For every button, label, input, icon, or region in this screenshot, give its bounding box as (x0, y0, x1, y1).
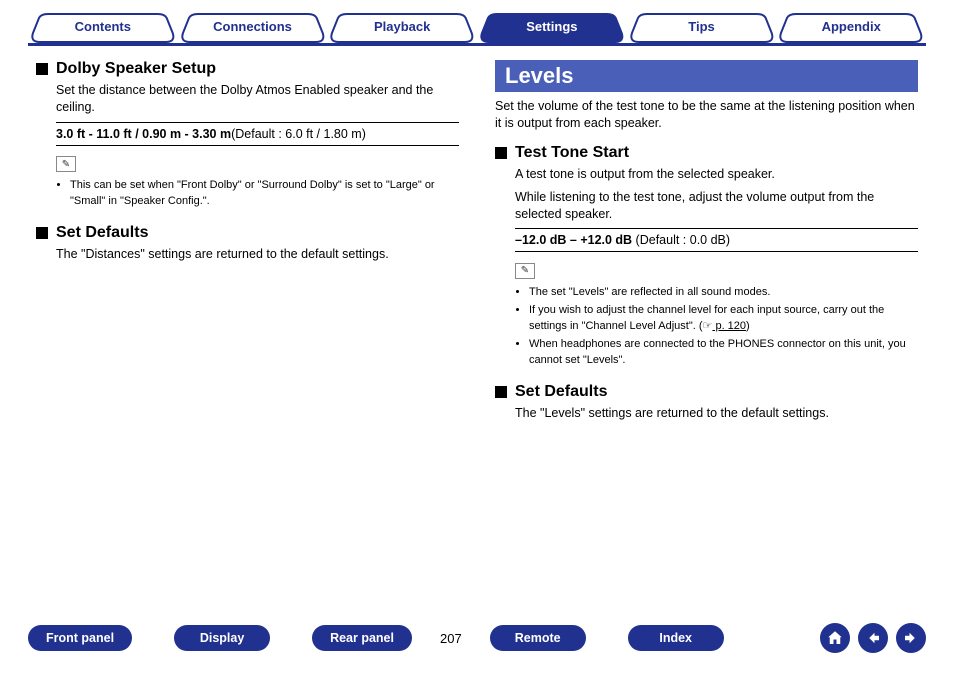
section-set-defaults-left: Set Defaults (36, 224, 459, 242)
section-title: Set Defaults (515, 383, 607, 401)
note-item: If you wish to adjust the channel level … (529, 303, 918, 335)
section-desc: The "Levels" settings are returned to th… (515, 405, 918, 422)
section-desc: While listening to the test tone, adjust… (515, 189, 918, 223)
note-item: This can be set when "Front Dolby" or "S… (70, 178, 459, 210)
section-dolby-speaker: Dolby Speaker Setup (36, 60, 459, 78)
notes-list: This can be set when "Front Dolby" or "S… (70, 178, 459, 210)
section-title: Set Defaults (56, 224, 148, 242)
display-button[interactable]: Display (174, 625, 270, 651)
section-desc: A test tone is output from the selected … (515, 166, 918, 183)
square-bullet-icon (495, 147, 507, 159)
note-item: The set "Levels" are reflected in all so… (529, 285, 918, 301)
remote-button[interactable]: Remote (490, 625, 586, 651)
tab-label: Settings (526, 19, 577, 34)
tab-settings[interactable]: Settings (477, 13, 627, 43)
tab-label: Connections (213, 19, 292, 34)
section-desc: The "Distances" settings are returned to… (56, 246, 459, 263)
top-tabs: Contents Connections Playback Settings T… (28, 12, 926, 46)
square-bullet-icon (36, 63, 48, 75)
next-icon[interactable] (896, 623, 926, 653)
notes-list: The set "Levels" are reflected in all so… (529, 285, 918, 369)
range-row: 3.0 ft - 11.0 ft / 0.90 m - 3.30 m(Defau… (56, 122, 459, 146)
range-value: 3.0 ft - 11.0 ft / 0.90 m - 3.30 m (56, 127, 231, 141)
rear-panel-button[interactable]: Rear panel (312, 625, 412, 651)
square-bullet-icon (495, 386, 507, 398)
range-value: –12.0 dB – +12.0 dB (515, 233, 632, 247)
range-row: –12.0 dB – +12.0 dB (Default : 0.0 dB) (515, 228, 918, 252)
page-link[interactable]: p. 120 (712, 320, 746, 332)
tab-tips[interactable]: Tips (627, 13, 777, 43)
title-text: Levels (505, 63, 574, 88)
range-default: (Default : 0.0 dB) (632, 233, 730, 247)
section-test-tone: Test Tone Start (495, 144, 918, 162)
tab-playback[interactable]: Playback (327, 13, 477, 43)
tab-label: Playback (374, 19, 430, 34)
square-bullet-icon (36, 227, 48, 239)
section-desc: Set the distance between the Dolby Atmos… (56, 82, 459, 116)
section-title: Test Tone Start (515, 144, 629, 162)
tab-appendix[interactable]: Appendix (776, 13, 926, 43)
levels-intro: Set the volume of the test tone to be th… (495, 98, 918, 132)
section-title: Dolby Speaker Setup (56, 60, 216, 78)
pencil-icon: ✎ (515, 263, 535, 279)
tab-label: Appendix (822, 19, 881, 34)
front-panel-button[interactable]: Front panel (28, 625, 132, 651)
tab-label: Contents (75, 19, 131, 34)
section-set-defaults-right: Set Defaults (495, 383, 918, 401)
tab-contents[interactable]: Contents (28, 13, 178, 43)
page-number: 207 (440, 631, 462, 646)
tab-label: Tips (688, 19, 715, 34)
prev-icon[interactable] (858, 623, 888, 653)
tab-connections[interactable]: Connections (178, 13, 328, 43)
levels-title-bar: Levels (495, 60, 918, 92)
note-item: When headphones are connected to the PHO… (529, 337, 918, 369)
home-icon[interactable] (820, 623, 850, 653)
range-default: (Default : 6.0 ft / 1.80 m) (231, 127, 366, 141)
index-button[interactable]: Index (628, 625, 724, 651)
pencil-icon: ✎ (56, 156, 76, 172)
